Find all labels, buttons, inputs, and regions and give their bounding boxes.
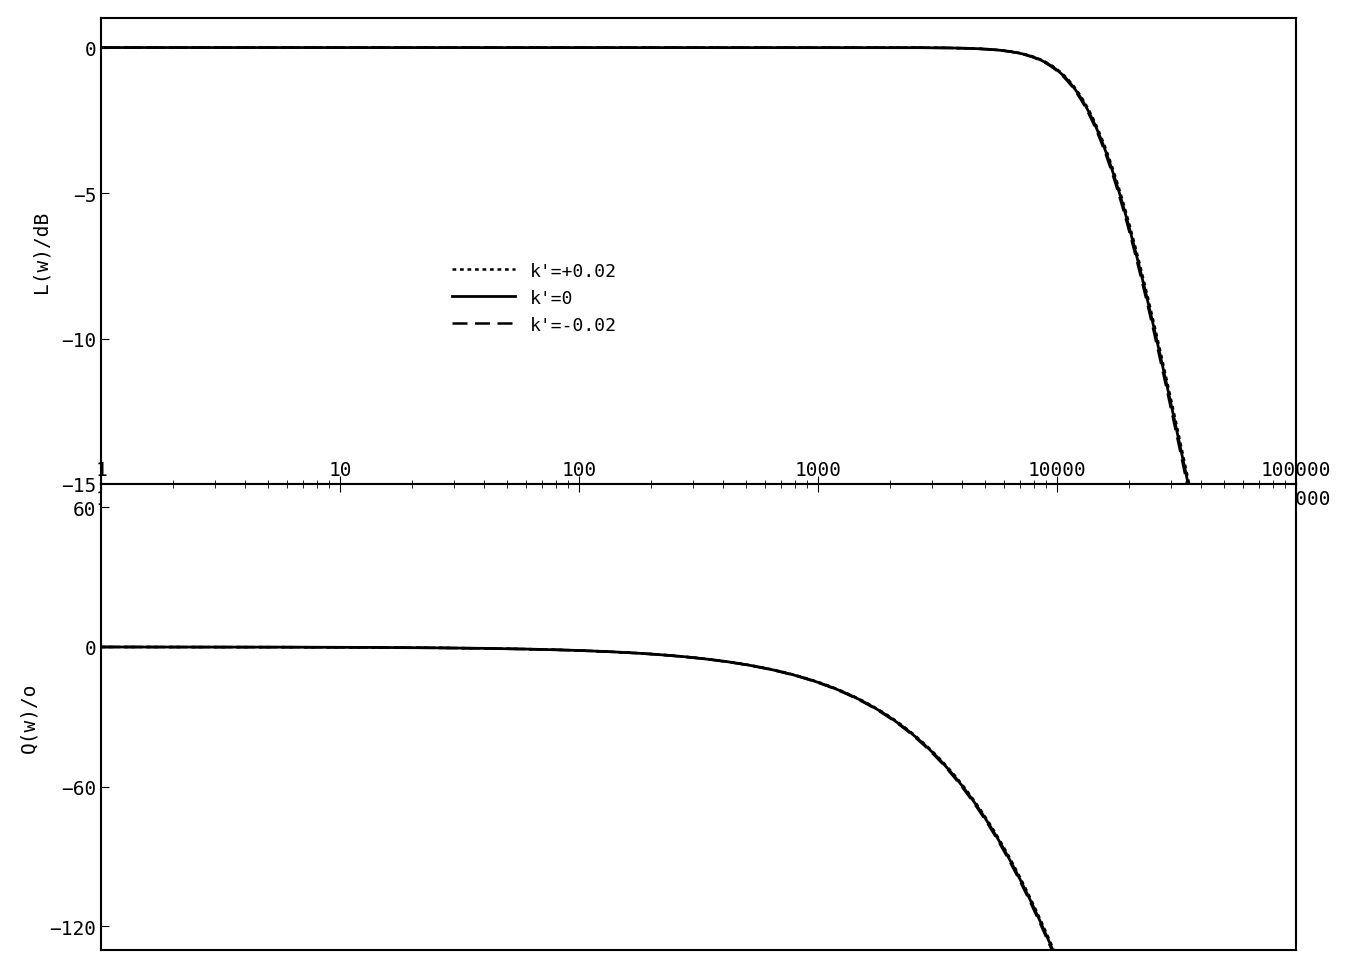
- k'=0: [230, 43, 246, 54]
- k'=0: [551, 43, 567, 54]
- k'=-0.02: [551, 43, 567, 54]
- k'=0: [1265, 887, 1281, 898]
- k'=+0.02: [1136, 276, 1152, 288]
- k'=0: [1136, 281, 1152, 293]
- k'=-0.02: [604, 43, 620, 54]
- k'=0: [93, 43, 109, 54]
- Line: k'=0: k'=0: [101, 48, 1297, 969]
- Line: k'=-0.02: k'=-0.02: [101, 48, 1297, 969]
- k'=-0.02: [1136, 285, 1152, 297]
- k'=-0.02: [300, 43, 316, 54]
- Legend: k'=+0.02, k'=0, k'=-0.02: k'=+0.02, k'=0, k'=-0.02: [444, 255, 624, 342]
- Line: k'=+0.02: k'=+0.02: [101, 48, 1297, 969]
- Y-axis label: Q(w)/o: Q(w)/o: [19, 682, 38, 752]
- k'=+0.02: [93, 43, 109, 54]
- Y-axis label: L(w)/dB: L(w)/dB: [31, 211, 50, 293]
- k'=+0.02: [551, 43, 567, 54]
- k'=-0.02: [93, 43, 109, 54]
- k'=-0.02: [230, 43, 246, 54]
- X-axis label: frequency/Hz: frequency/Hz: [628, 514, 769, 533]
- k'=-0.02: [1265, 891, 1281, 903]
- k'=+0.02: [604, 43, 620, 54]
- k'=+0.02: [300, 43, 316, 54]
- k'=+0.02: [230, 43, 246, 54]
- k'=0: [300, 43, 316, 54]
- k'=+0.02: [1265, 882, 1281, 893]
- k'=0: [604, 43, 620, 54]
